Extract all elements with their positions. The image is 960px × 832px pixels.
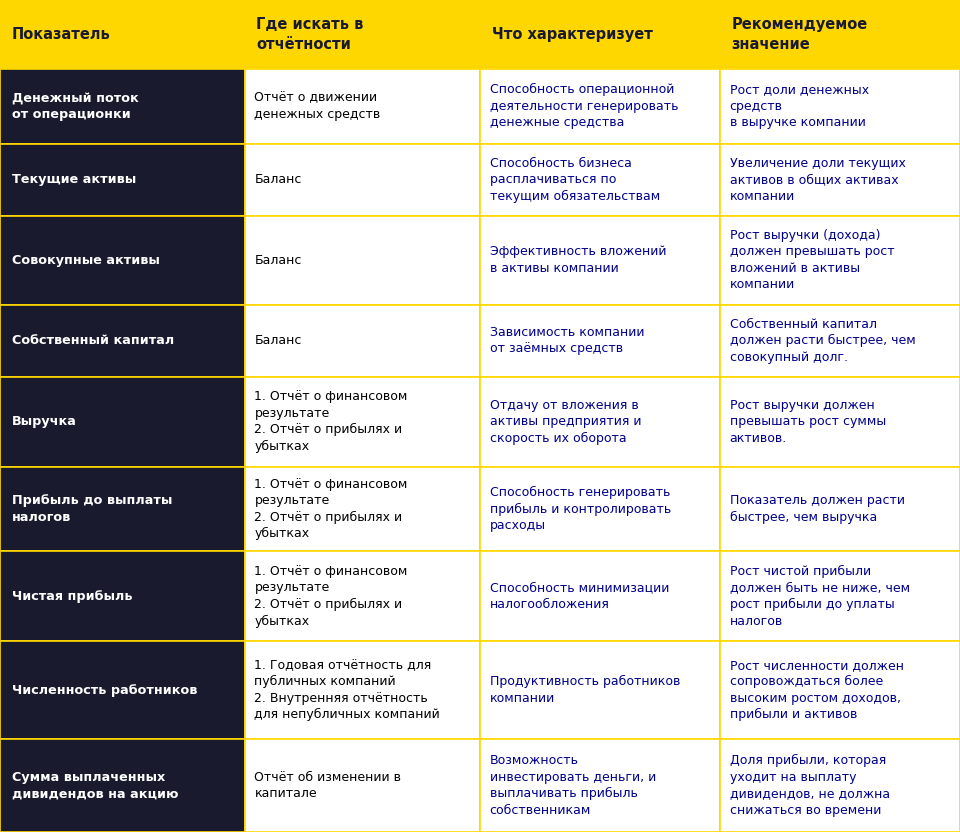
Bar bbox=[480, 552, 720, 641]
Text: Показатель: Показатель bbox=[12, 27, 110, 42]
Bar bbox=[245, 0, 480, 69]
Text: Отчёт об изменении в
капитале: Отчёт об изменении в капитале bbox=[254, 770, 401, 800]
Bar bbox=[0, 305, 245, 377]
Text: Чистая прибыль: Чистая прибыль bbox=[12, 590, 132, 603]
Bar bbox=[720, 641, 960, 739]
Bar bbox=[245, 377, 480, 467]
Text: Рост доли денежных
средств
в выручке компании: Рост доли денежных средств в выручке ком… bbox=[730, 83, 869, 129]
Bar bbox=[0, 0, 245, 69]
Text: Баланс: Баланс bbox=[254, 334, 301, 347]
Text: Рост чистой прибыли
должен быть не ниже, чем
рост прибыли до уплаты
налогов: Рост чистой прибыли должен быть не ниже,… bbox=[730, 565, 910, 627]
Text: Отдачу от вложения в
активы предприятия и
скорость их оборота: Отдачу от вложения в активы предприятия … bbox=[490, 399, 641, 445]
Text: Способность генерировать
прибыль и контролировать
расходы: Способность генерировать прибыль и контр… bbox=[490, 486, 671, 532]
Bar bbox=[0, 144, 245, 215]
Text: Денежный поток
от операционки: Денежный поток от операционки bbox=[12, 92, 138, 121]
Text: Прибыль до выплаты
налогов: Прибыль до выплаты налогов bbox=[12, 494, 172, 524]
Bar bbox=[720, 739, 960, 832]
Text: Способность минимизации
налогообложения: Способность минимизации налогообложения bbox=[490, 582, 669, 611]
Bar bbox=[480, 69, 720, 144]
Text: Выручка: Выручка bbox=[12, 415, 77, 428]
Text: Продуктивность работников
компании: Продуктивность работников компании bbox=[490, 676, 680, 705]
Bar bbox=[480, 144, 720, 215]
Bar bbox=[0, 739, 245, 832]
Bar bbox=[480, 377, 720, 467]
Bar bbox=[720, 467, 960, 552]
Text: Совокупные активы: Совокупные активы bbox=[12, 254, 159, 267]
Bar bbox=[0, 69, 245, 144]
Text: Собственный капитал: Собственный капитал bbox=[12, 334, 174, 347]
Bar bbox=[0, 467, 245, 552]
Bar bbox=[480, 739, 720, 832]
Text: Рост выручки должен
превышать рост суммы
активов.: Рост выручки должен превышать рост суммы… bbox=[730, 399, 886, 445]
Bar bbox=[0, 552, 245, 641]
Text: 1. Отчёт о финансовом
результате
2. Отчёт о прибылях и
убытках: 1. Отчёт о финансовом результате 2. Отчё… bbox=[254, 390, 408, 453]
Text: Отчёт о движении
денежных средств: Отчёт о движении денежных средств bbox=[254, 92, 381, 121]
Text: Эффективность вложений
в активы компании: Эффективность вложений в активы компании bbox=[490, 245, 666, 275]
Bar bbox=[0, 641, 245, 739]
Text: Рост численности должен
сопровождаться более
высоким ростом доходов,
прибыли и а: Рост численности должен сопровождаться б… bbox=[730, 659, 903, 721]
Bar bbox=[720, 305, 960, 377]
Bar bbox=[480, 215, 720, 305]
Text: 1. Годовая отчётность для
публичных компаний
2. Внутренняя отчётность
для непубл: 1. Годовая отчётность для публичных комп… bbox=[254, 659, 440, 721]
Text: Баланс: Баланс bbox=[254, 173, 301, 186]
Text: 1. Отчёт о финансовом
результате
2. Отчёт о прибылях и
убытках: 1. Отчёт о финансовом результате 2. Отчё… bbox=[254, 565, 408, 627]
Bar bbox=[245, 739, 480, 832]
Bar bbox=[0, 215, 245, 305]
Text: Сумма выплаченных
дивидендов на акцию: Сумма выплаченных дивидендов на акцию bbox=[12, 770, 178, 800]
Text: Рост выручки (дохода)
должен превышать рост
вложений в активы
компании: Рост выручки (дохода) должен превышать р… bbox=[730, 229, 894, 291]
Bar bbox=[720, 0, 960, 69]
Text: Доля прибыли, которая
уходит на выплату
дивидендов, не должна
снижаться во време: Доля прибыли, которая уходит на выплату … bbox=[730, 754, 890, 817]
Text: Собственный капитал
должен расти быстрее, чем
совокупный долг.: Собственный капитал должен расти быстрее… bbox=[730, 318, 915, 364]
Text: Где искать в
отчётности: Где искать в отчётности bbox=[256, 17, 364, 52]
Bar bbox=[245, 144, 480, 215]
Text: Численность работников: Численность работников bbox=[12, 684, 197, 696]
Bar bbox=[245, 552, 480, 641]
Bar bbox=[720, 215, 960, 305]
Bar bbox=[720, 377, 960, 467]
Bar bbox=[480, 305, 720, 377]
Bar bbox=[480, 467, 720, 552]
Bar bbox=[720, 552, 960, 641]
Bar bbox=[480, 0, 720, 69]
Text: Баланс: Баланс bbox=[254, 254, 301, 267]
Bar bbox=[245, 69, 480, 144]
Text: Текущие активы: Текущие активы bbox=[12, 173, 135, 186]
Bar bbox=[720, 144, 960, 215]
Text: Способность бизнеса
расплачиваться по
текущим обязательствам: Способность бизнеса расплачиваться по те… bbox=[490, 156, 660, 203]
Bar bbox=[245, 215, 480, 305]
Bar bbox=[245, 467, 480, 552]
Bar bbox=[0, 377, 245, 467]
Bar bbox=[245, 305, 480, 377]
Text: Что характеризует: Что характеризует bbox=[492, 27, 653, 42]
Text: Увеличение доли текущих
активов в общих активах
компании: Увеличение доли текущих активов в общих … bbox=[730, 156, 905, 203]
Bar bbox=[480, 641, 720, 739]
Text: Возможность
инвестировать деньги, и
выплачивать прибыль
собственникам: Возможность инвестировать деньги, и выпл… bbox=[490, 754, 656, 817]
Text: Зависимость компании
от заёмных средств: Зависимость компании от заёмных средств bbox=[490, 326, 644, 355]
Bar bbox=[245, 641, 480, 739]
Text: Способность операционной
деятельности генерировать
денежные средства: Способность операционной деятельности ге… bbox=[490, 83, 678, 130]
Text: Показатель должен расти
быстрее, чем выручка: Показатель должен расти быстрее, чем выр… bbox=[730, 494, 904, 524]
Bar bbox=[720, 69, 960, 144]
Text: 1. Отчёт о финансовом
результате
2. Отчёт о прибылях и
убытках: 1. Отчёт о финансовом результате 2. Отчё… bbox=[254, 478, 408, 540]
Text: Рекомендуемое
значение: Рекомендуемое значение bbox=[732, 17, 868, 52]
